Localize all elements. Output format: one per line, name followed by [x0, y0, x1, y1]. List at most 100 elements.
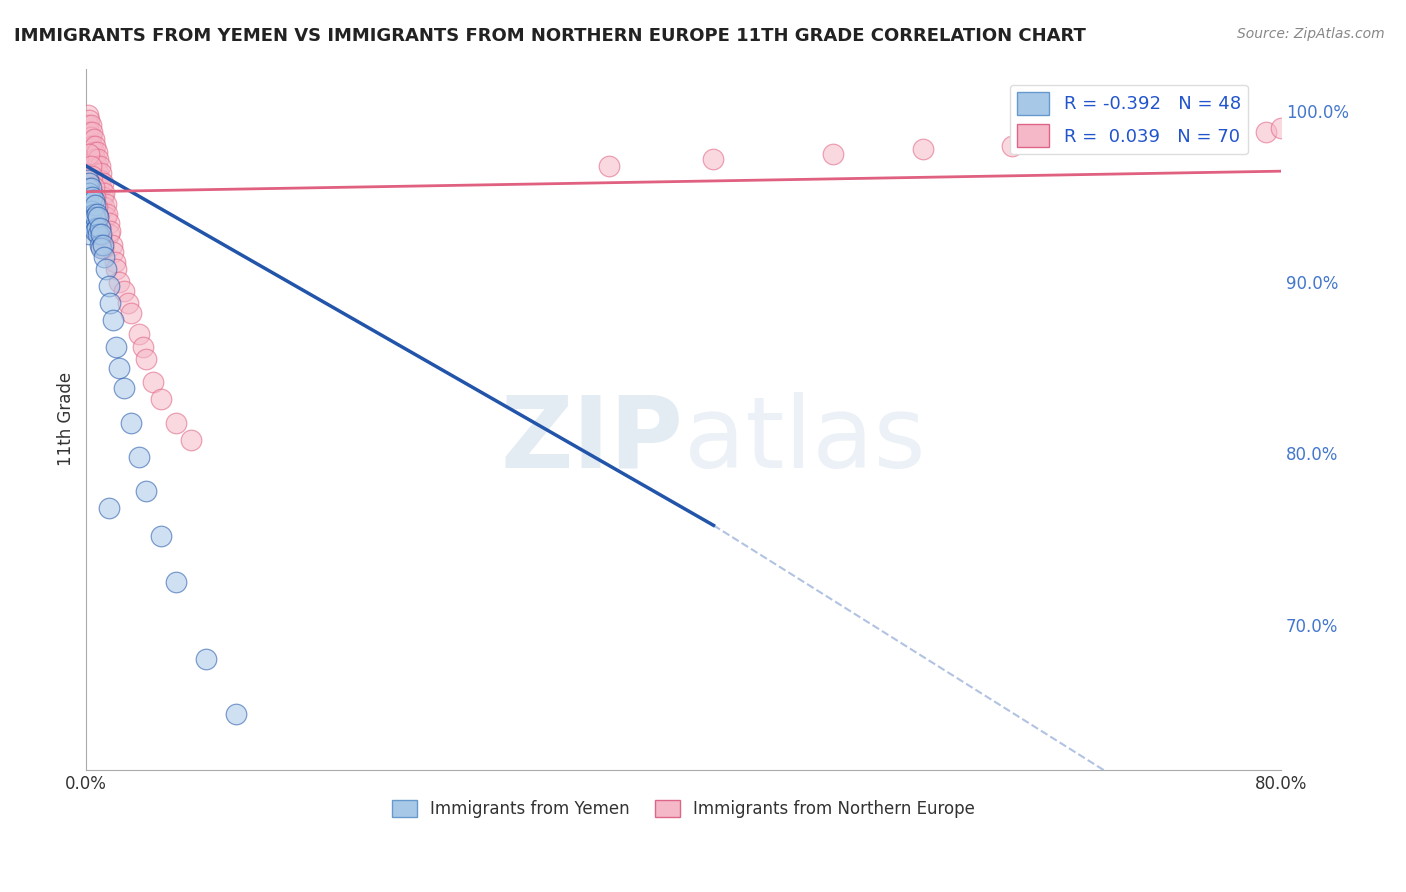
Point — [80, 181, 103, 195]
Point — [87, 211, 110, 225]
Point — [91, 176, 114, 190]
Point — [83, 220, 105, 235]
Point — [94, 196, 117, 211]
Point — [84, 211, 107, 225]
Point — [97, 501, 120, 516]
Point — [132, 340, 155, 354]
Point — [90, 227, 112, 242]
Point — [165, 416, 187, 430]
Point — [76, 181, 98, 195]
Point — [77, 176, 100, 190]
Point — [94, 261, 117, 276]
Point — [98, 224, 121, 238]
Point — [90, 231, 112, 245]
Point — [77, 147, 100, 161]
Point — [86, 159, 108, 173]
Point — [87, 227, 110, 242]
Point — [128, 450, 150, 464]
Text: Source: ZipAtlas.com: Source: ZipAtlas.com — [1237, 27, 1385, 41]
Point — [91, 241, 114, 255]
Point — [180, 433, 202, 447]
Point — [90, 179, 112, 194]
Point — [80, 130, 103, 145]
Point — [87, 152, 110, 166]
Point — [93, 186, 115, 201]
Point — [77, 112, 100, 127]
Point — [80, 118, 103, 132]
Point — [165, 574, 187, 589]
Point — [77, 227, 100, 242]
Point — [911, 142, 934, 156]
Point — [82, 125, 104, 139]
Point — [194, 652, 217, 666]
Point — [1150, 131, 1173, 145]
Point — [80, 215, 103, 229]
Point — [101, 244, 124, 259]
Legend: Immigrants from Yemen, Immigrants from Northern Europe: Immigrants from Yemen, Immigrants from N… — [385, 793, 981, 825]
Point — [83, 131, 105, 145]
Point — [84, 190, 107, 204]
Point — [80, 159, 103, 173]
Point — [89, 159, 111, 173]
Point — [90, 241, 112, 255]
Point — [702, 152, 724, 166]
Point — [80, 155, 103, 169]
Point — [86, 145, 108, 160]
Point — [82, 138, 104, 153]
Point — [84, 138, 107, 153]
Point — [76, 190, 98, 204]
Point — [1211, 128, 1233, 143]
Point — [76, 108, 98, 122]
Point — [93, 250, 115, 264]
Point — [87, 166, 110, 180]
Point — [77, 125, 100, 139]
Point — [89, 220, 111, 235]
Point — [80, 142, 103, 156]
Point — [101, 313, 124, 327]
Point — [821, 147, 844, 161]
Text: ZIP: ZIP — [501, 392, 683, 489]
Y-axis label: 11th Grade: 11th Grade — [58, 372, 75, 467]
Point — [77, 147, 100, 161]
Point — [77, 196, 100, 211]
Point — [1270, 121, 1292, 136]
Point — [128, 326, 150, 341]
Point — [83, 194, 105, 208]
Point — [93, 200, 115, 214]
Point — [82, 169, 104, 184]
Point — [91, 237, 114, 252]
Point — [76, 130, 98, 145]
Point — [87, 211, 110, 225]
Point — [86, 207, 108, 221]
Point — [77, 207, 100, 221]
Point — [105, 340, 128, 354]
Point — [76, 118, 98, 132]
Point — [76, 172, 98, 186]
Point — [112, 284, 135, 298]
Point — [91, 190, 114, 204]
Point — [89, 237, 111, 252]
Point — [86, 220, 108, 235]
Point — [225, 706, 247, 721]
Point — [104, 255, 127, 269]
Point — [83, 179, 105, 194]
Point — [83, 207, 105, 221]
Point — [84, 198, 107, 212]
Point — [84, 224, 107, 238]
Point — [76, 198, 98, 212]
Point — [84, 152, 107, 166]
Point — [112, 381, 135, 395]
Point — [82, 203, 104, 218]
Point — [108, 276, 131, 290]
Point — [86, 200, 108, 214]
Point — [105, 261, 128, 276]
Point — [108, 360, 131, 375]
Point — [97, 215, 120, 229]
Point — [1254, 125, 1277, 139]
Point — [76, 211, 98, 225]
Point — [77, 215, 100, 229]
Point — [135, 484, 157, 499]
Point — [80, 203, 103, 218]
Point — [77, 186, 100, 201]
Point — [89, 172, 111, 186]
